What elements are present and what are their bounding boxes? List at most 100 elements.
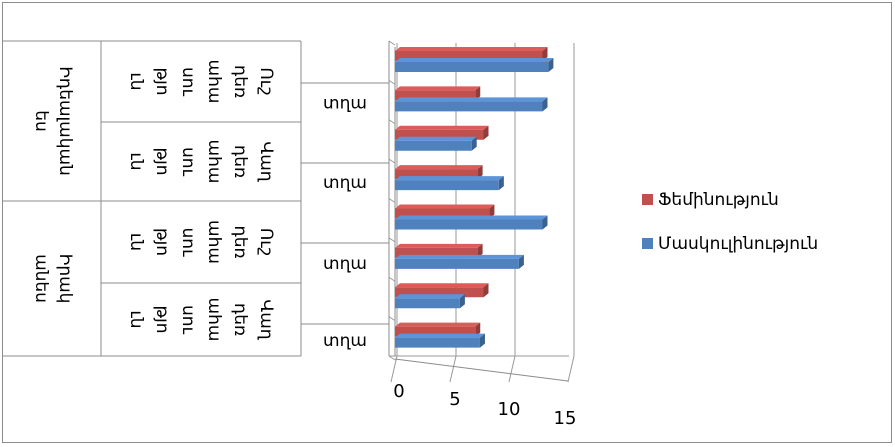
category-sub-label-line: թյո <box>152 148 172 176</box>
category-sub-label-line: սու <box>178 67 198 97</box>
bar-end-masculine <box>518 254 524 269</box>
bar-end-masculine <box>548 58 554 72</box>
bar-masculine <box>395 258 519 269</box>
category-sub-label-line: Վաղ <box>256 299 276 340</box>
category-sub-label-line: Ուշ <box>256 67 276 95</box>
bar-top-masculine <box>395 333 485 338</box>
bar-top-masculine <box>395 215 548 220</box>
category-sub-label-line: Վաղ <box>256 141 276 182</box>
bar-end-feminine <box>483 283 489 298</box>
category-group-label-line: անես <box>31 254 51 303</box>
category-group-label-line: Իդեալական <box>55 66 75 176</box>
row-tick <box>388 158 396 164</box>
bar-top-feminine <box>395 125 489 130</box>
row-tick <box>388 198 396 203</box>
category-sub-label-line: սու <box>178 147 198 177</box>
bar-end-feminine <box>489 204 495 219</box>
x-gridline-depth <box>508 355 516 383</box>
category-extra-label: տղա <box>323 94 367 114</box>
bar-top-masculine <box>395 294 465 299</box>
row-tick <box>388 355 396 361</box>
bar-top-masculine <box>395 176 504 181</box>
bar-feminine <box>395 287 484 298</box>
category-sub-label-line: թյո <box>152 68 172 96</box>
bar-masculine <box>395 101 543 112</box>
bar-feminine <box>395 51 543 61</box>
x-gridline-depth <box>567 355 575 383</box>
category-sub-label-line: ւն <box>126 233 146 251</box>
bar-end-masculine <box>459 294 465 309</box>
bar-end-feminine <box>542 47 548 61</box>
legend-swatch-feminine <box>642 194 653 205</box>
category-sub-label-line: ահա <box>204 298 224 342</box>
bar-feminine <box>395 208 490 219</box>
bar-feminine <box>395 247 478 258</box>
x-tick-label: 10 <box>498 399 521 420</box>
category-sub-label-line: ւն <box>126 152 146 170</box>
row-tick <box>388 237 396 243</box>
bar-top-feminine <box>395 86 481 91</box>
category-sub-label-line: ւն <box>126 72 146 90</box>
bar-masculine <box>395 140 472 151</box>
category-sub-label-line: ւն <box>126 310 146 328</box>
bar-top-feminine <box>395 47 548 51</box>
row-tick <box>388 79 396 85</box>
bar-end-masculine <box>498 176 504 191</box>
bar-masculine <box>395 337 480 348</box>
row-tick <box>388 276 396 282</box>
row-tick <box>388 119 396 125</box>
category-sub-label-line: դեռ <box>230 145 250 178</box>
bar-top-feminine <box>395 204 495 209</box>
category-sub-label-line: թյո <box>152 228 172 256</box>
bar-feminine <box>395 90 476 101</box>
bar-top-masculine <box>395 254 524 259</box>
x-tick-label: 0 <box>393 381 404 402</box>
chart: ԻդեալականեսԻրականեսՈւշդեռահասությունՎաղդ… <box>3 40 818 429</box>
bar-top-feminine <box>395 243 483 248</box>
bar-end-feminine <box>477 165 483 180</box>
bar-end-feminine <box>475 322 481 337</box>
x-gridline-depth <box>390 355 398 383</box>
category-sub-label-line: ահա <box>204 60 224 104</box>
bar-top-masculine <box>395 97 548 102</box>
category-sub-label-line: Ուշ <box>256 228 276 256</box>
legend-swatch-masculine <box>642 238 653 249</box>
bar-end-feminine <box>477 243 483 258</box>
bar-feminine <box>395 326 476 337</box>
bar-feminine <box>395 129 484 140</box>
bar-end-masculine <box>479 333 485 348</box>
bar-top-masculine <box>395 136 477 141</box>
category-extra-label: տղա <box>323 331 367 351</box>
bar-top-masculine <box>395 58 554 62</box>
bar-end-feminine <box>475 86 481 101</box>
bar-end-feminine <box>483 125 489 140</box>
bar-feminine <box>395 169 478 180</box>
bar-top-feminine <box>395 322 481 327</box>
category-sub-label-line: սու <box>178 305 198 335</box>
bar-masculine <box>395 62 549 72</box>
row-tick <box>388 40 396 46</box>
plot-back-wall <box>389 41 572 354</box>
bar-masculine <box>395 180 499 191</box>
bar-end-masculine <box>471 136 477 151</box>
category-extra-label: տղա <box>323 254 367 274</box>
x-tick-label: 5 <box>449 389 460 410</box>
bar-masculine <box>395 219 543 230</box>
row-tick <box>388 316 396 322</box>
bar-end-masculine <box>542 97 548 112</box>
category-group-label-line: ես <box>31 110 51 132</box>
category-sub-label-line: դեռ <box>230 303 250 336</box>
category-sub-label-line: դեռ <box>230 225 250 258</box>
category-sub-label-line: դեռ <box>230 65 250 98</box>
bar-masculine <box>395 298 460 309</box>
category-sub-label-line: սու <box>178 228 198 258</box>
category-sub-label-line: ահա <box>204 220 224 264</box>
category-extra-label: տղա <box>323 173 367 193</box>
x-tick-label: 15 <box>554 408 577 429</box>
